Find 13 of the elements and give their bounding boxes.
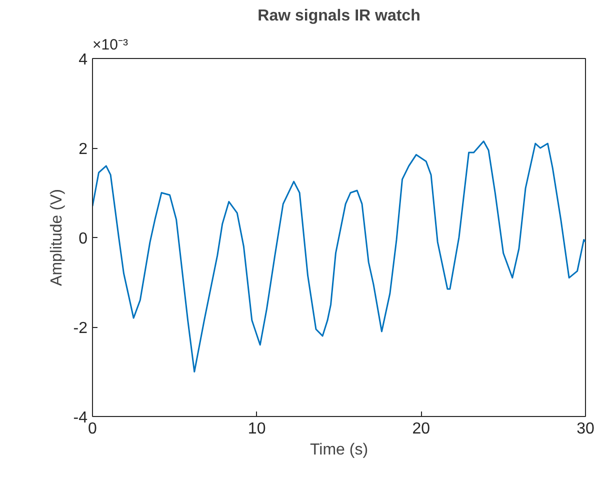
chart-title: Raw signals IR watch bbox=[258, 8, 420, 24]
y-tick-label: 4 bbox=[78, 52, 88, 68]
y-tick-label: 2 bbox=[78, 141, 88, 158]
y-tick-label: 0 bbox=[78, 230, 88, 248]
x-axis-title: Time (s) bbox=[310, 442, 368, 458]
x-tick-label: 30 bbox=[576, 420, 594, 438]
y-tick-label: -2 bbox=[73, 320, 88, 337]
x-tick-label: 10 bbox=[248, 420, 266, 438]
y-axis-title: Amplitude (V) bbox=[48, 189, 66, 286]
text: ×10⁻³ bbox=[92, 36, 128, 54]
y-tick-label: -4 bbox=[73, 410, 88, 426]
line-series bbox=[92, 140, 586, 372]
x-tick-label: 20 bbox=[412, 420, 430, 438]
